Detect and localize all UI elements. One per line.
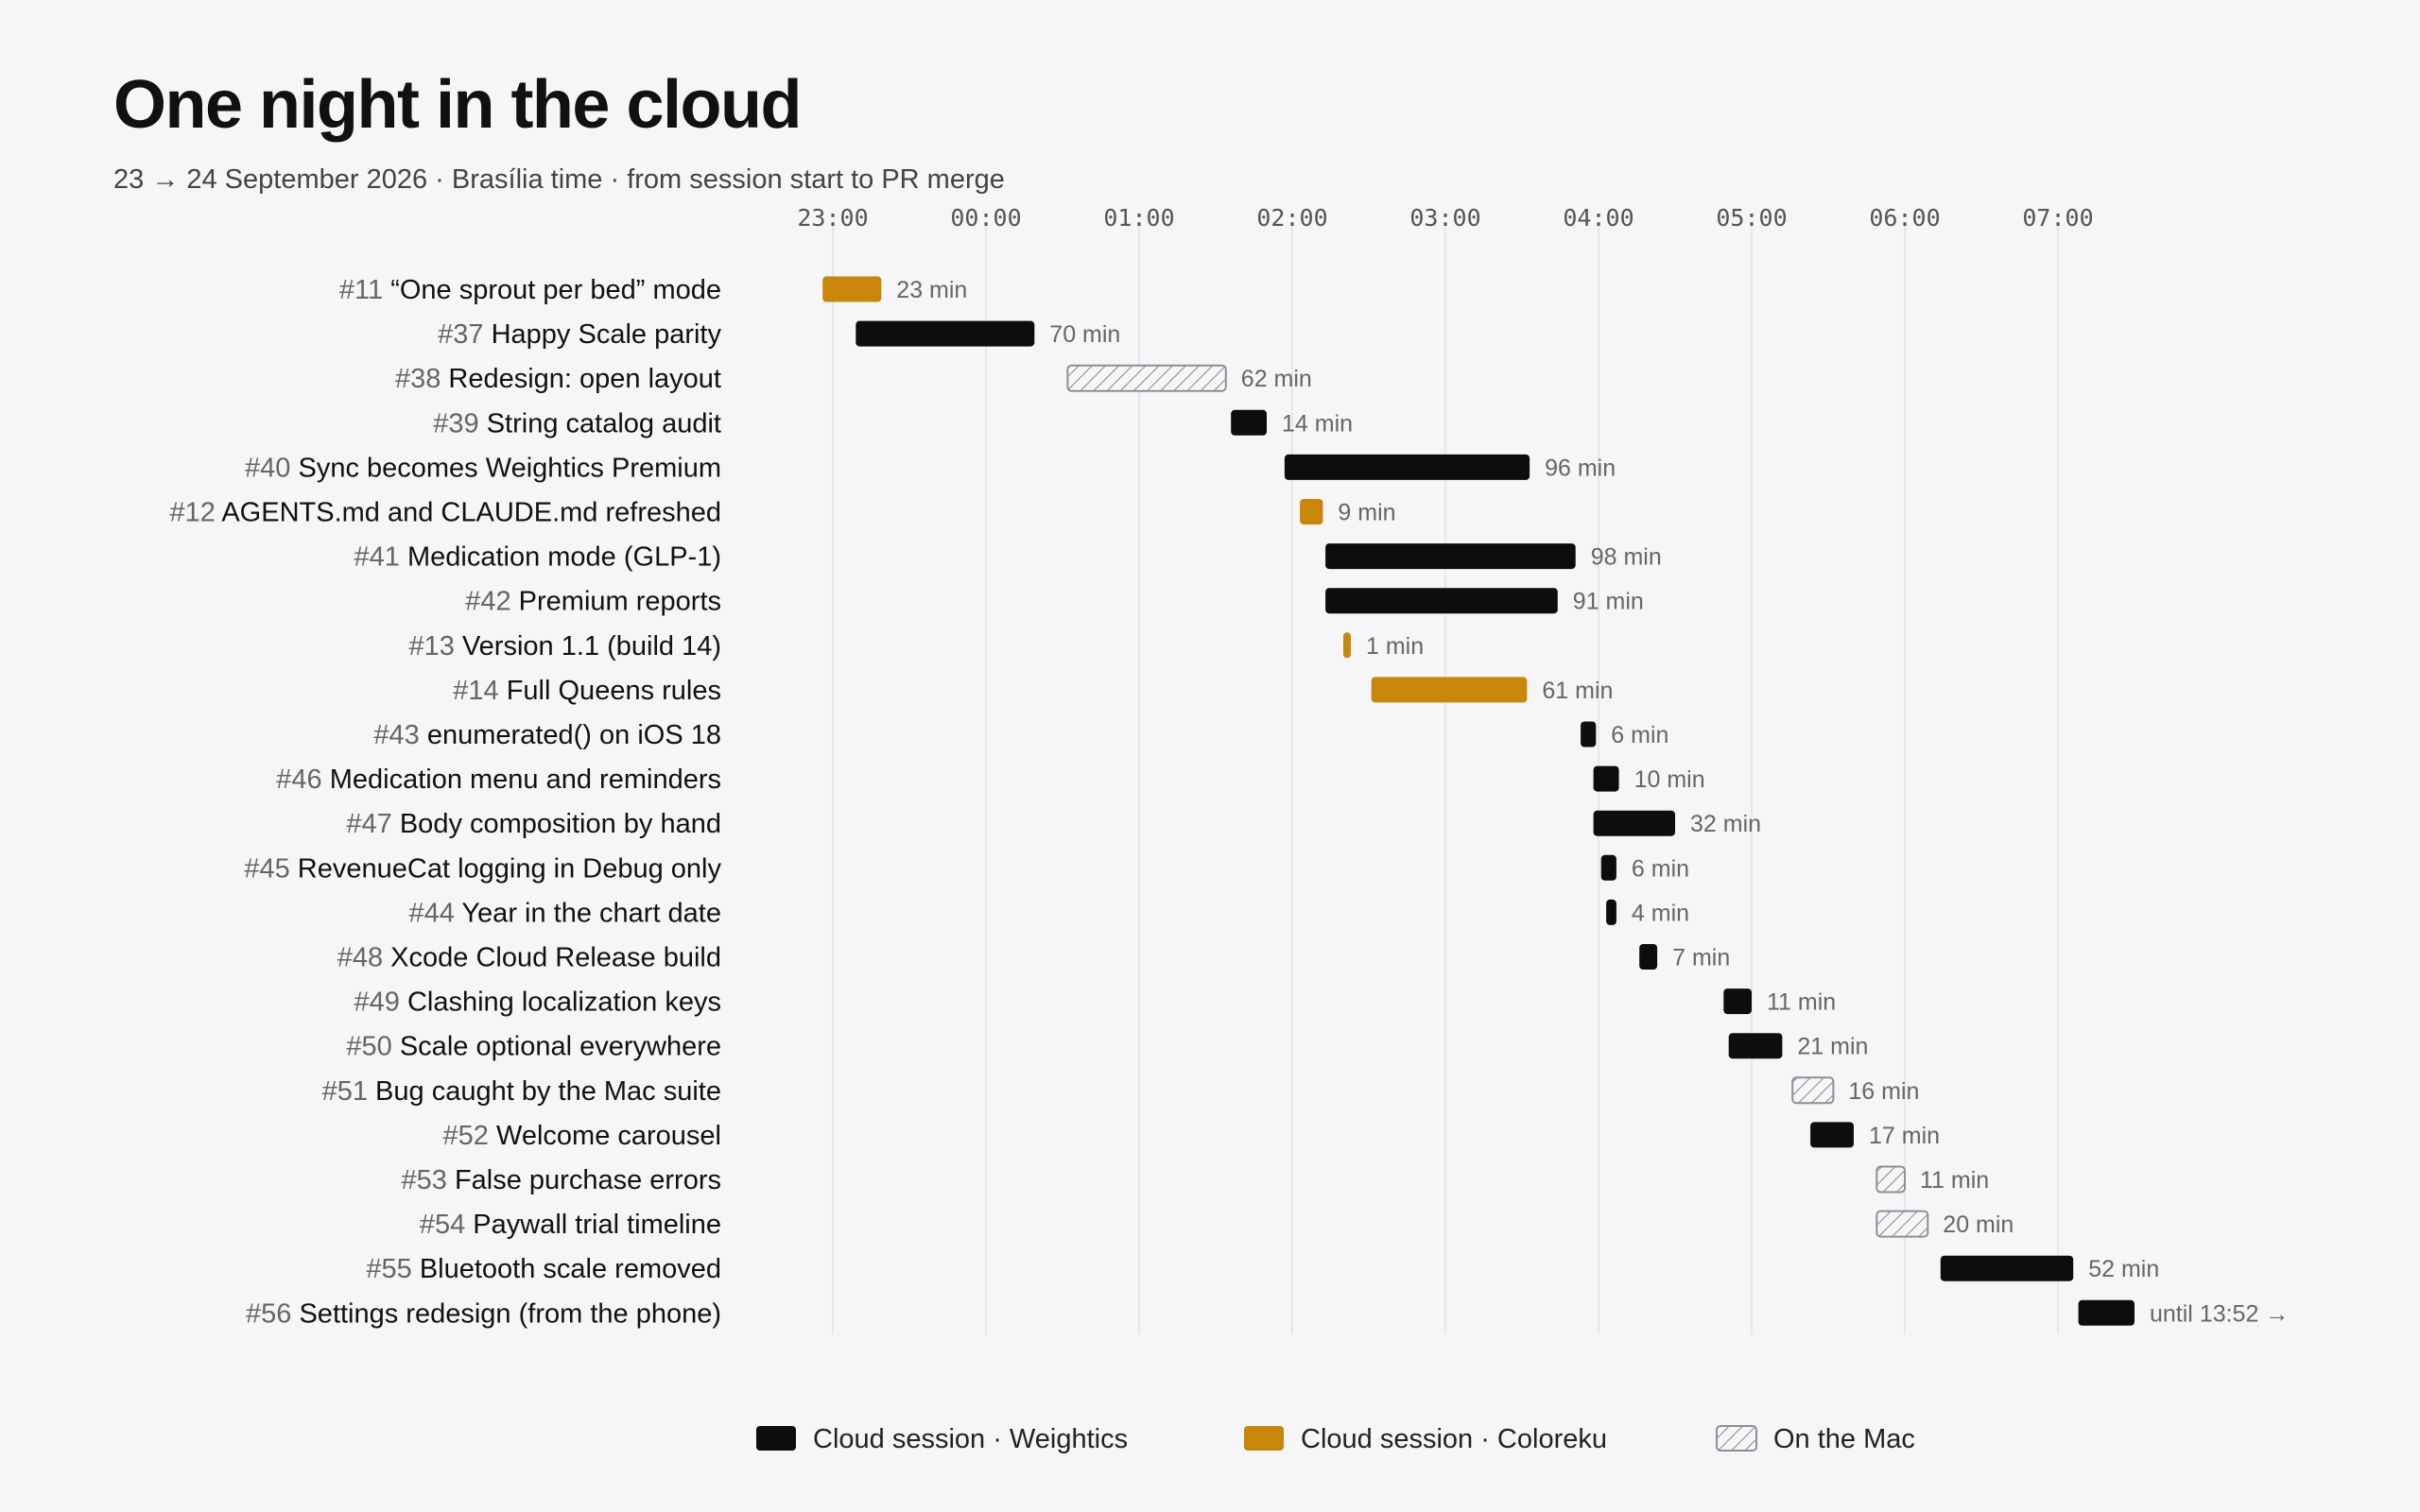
duration-label: 11 min [1920,1167,1989,1194]
task-bar [1343,632,1351,659]
task-label: #48 Xcode Cloud Release build [337,943,721,973]
task-label: #47 Body composition by hand [346,809,721,839]
task-label: #13 Version 1.1 (build 14) [408,631,721,662]
duration-label: until 13:52 → [2150,1300,2289,1327]
task-label: #44 Year in the chart date [408,898,721,928]
duration-label: 10 min [1634,766,1705,793]
duration-label: 11 min [1767,989,1836,1016]
task-label: #41 Medication mode (GLP-1) [354,542,721,573]
legend: Cloud session · Weightics Cloud session ·… [756,1424,1915,1454]
task-label: #38 Redesign: open layout [395,364,721,394]
task-label: #49 Clashing localization keys [354,988,721,1018]
task-label: #45 RevenueCat logging in Debug only [244,853,721,884]
task-bar [1300,499,1323,524]
chart-title: One night in the cloud [113,67,802,143]
duration-label: 32 min [1690,811,1761,837]
task-label: #42 Premium reports [465,587,721,617]
task-label: #54 Paywall trial timeline [420,1210,721,1240]
task-bar [1371,677,1528,703]
duration-label: 4 min [1632,900,1689,926]
x-tick-label: 06:00 [1869,204,1940,232]
x-tick-label: 00:00 [950,204,1021,232]
task-bar [1940,1255,2074,1281]
task-bar [1593,810,1675,836]
legend-label: On the Mac [1773,1424,1915,1454]
duration-label: 20 min [1943,1211,2014,1238]
x-tick-label: 03:00 [1409,204,1480,232]
task-bar [1325,543,1576,570]
task-label: #37 Happy Scale parity [438,319,721,350]
task-label: #46 Medication menu and reminders [276,765,721,795]
duration-label: 9 min [1338,500,1395,526]
task-bar [1639,944,1658,970]
duration-label: 21 min [1797,1034,1868,1060]
x-tick-label: 04:00 [1563,204,1634,232]
grid-lines [832,225,2059,1334]
legend-swatch [1716,1425,1757,1452]
duration-label: 23 min [896,277,967,303]
task-bar [856,320,1035,347]
duration-labels: 23 min 70 min 62 min 14 min 96 min 9 min 98 mi… [896,277,2289,1327]
task-bar [1606,899,1616,925]
task-label: #51 Bug caught by the Mac suite [322,1076,721,1107]
task-bar [1325,588,1558,614]
duration-label: 1 min [1366,633,1424,660]
x-tick-label: 23:00 [797,204,868,232]
duration-label: 62 min [1241,366,1312,392]
task-bar [1593,765,1619,792]
task-bar [1876,1165,1907,1194]
x-tick-label: 02:00 [1256,204,1327,232]
task-bar [2078,1299,2135,1326]
task-bar [1723,988,1752,1015]
duration-label: 91 min [1573,589,1644,615]
duration-label: 70 min [1049,321,1120,348]
duration-label: 98 min [1591,544,1662,571]
task-labels: #11 “One sprout per bed” mode #37 Happy S… [170,275,722,1329]
task-label: #14 Full Queens rules [453,676,721,706]
task-label: #55 Bluetooth scale removed [366,1254,721,1284]
legend-swatch [756,1426,796,1451]
chart-subtitle: 23 → 24 September 2026 · Brasília time ·… [113,164,1005,195]
duration-label: 6 min [1632,855,1689,882]
task-label: #43 enumerated() on iOS 18 [373,720,721,750]
task-bars [822,276,2135,1326]
legend-label: Cloud session · Weightics [813,1424,1128,1454]
task-label: #40 Sync becomes Weightics Premium [245,453,721,483]
x-axis-ticks: 23:00 00:00 01:00 02:00 03:00 04:00 05:00 06:00… [797,204,2093,232]
task-bar [1284,454,1530,480]
duration-label: 61 min [1542,678,1613,704]
x-tick-label: 05:00 [1716,204,1787,232]
duration-label: 52 min [2088,1256,2159,1282]
task-bar [1876,1210,1929,1238]
duration-label: 96 min [1545,455,1616,481]
x-tick-label: 07:00 [2022,204,2093,232]
task-bar [1728,1033,1783,1059]
task-bar [822,276,882,302]
legend-swatch [1244,1426,1284,1451]
task-label: #11 “One sprout per bed” mode [339,275,721,305]
task-label: #39 String catalog audit [433,408,721,438]
duration-label: 17 min [1869,1123,1940,1149]
legend-label: Cloud session · Coloreku [1301,1424,1607,1454]
duration-label: 7 min [1672,945,1730,971]
task-label: #50 Scale optional everywhere [346,1032,721,1062]
duration-label: 6 min [1611,722,1668,748]
task-bar [1581,721,1597,747]
task-bar [1066,364,1227,392]
duration-label: 16 min [1848,1078,1919,1105]
task-label: #52 Welcome carousel [443,1121,721,1151]
task-bar [1791,1076,1835,1105]
task-label: #12 AGENTS.md and CLAUDE.md refreshed [170,498,722,528]
x-tick-label: 01:00 [1103,204,1174,232]
task-bar [1600,854,1616,881]
task-label: #53 False purchase errors [401,1165,721,1195]
task-bar [1231,409,1267,436]
task-label: #56 Settings redesign (from the phone) [246,1298,721,1329]
task-bar [1810,1122,1854,1148]
duration-label: 14 min [1282,410,1353,437]
